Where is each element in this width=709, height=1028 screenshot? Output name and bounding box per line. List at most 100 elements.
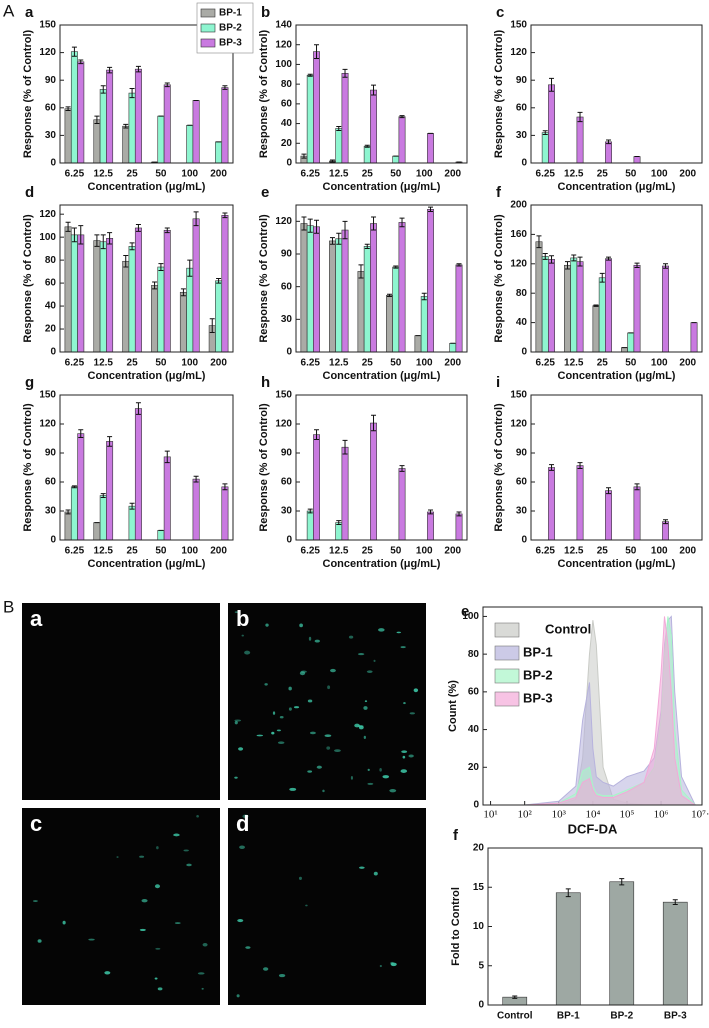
error-bar xyxy=(123,123,129,129)
cell-speck xyxy=(316,765,322,769)
cell-speck xyxy=(173,833,180,837)
y-tick-label: 80 xyxy=(516,288,528,299)
y-tick-label: 40 xyxy=(281,118,293,129)
error-bar xyxy=(549,464,555,471)
cell-speck xyxy=(141,899,148,903)
x-tick-label: 10⁵ xyxy=(620,809,635,821)
y-axis-label: Response (% of Control) xyxy=(258,214,270,343)
bar xyxy=(414,335,422,353)
x-tick-label: 25 xyxy=(127,169,139,180)
cell-speck xyxy=(309,731,316,735)
cell-speck xyxy=(201,987,204,990)
error-bar xyxy=(364,144,370,148)
bar xyxy=(192,100,200,164)
x-tick-label: 200 xyxy=(679,358,696,369)
y-tick-label: 200 xyxy=(510,200,527,211)
cell-speck xyxy=(358,725,364,730)
error-bar xyxy=(542,130,548,135)
y-axis-label: Response (% of Control) xyxy=(493,214,505,343)
bar xyxy=(633,486,641,541)
legend-swatch xyxy=(200,23,216,33)
y-tick-label: 90 xyxy=(45,75,57,86)
error-bar xyxy=(301,216,307,231)
cell-speck xyxy=(359,866,365,869)
x-tick-label: 10¹ xyxy=(483,809,497,821)
bar xyxy=(157,530,165,541)
bar xyxy=(341,229,349,353)
cell-speck xyxy=(278,973,286,978)
x-tick-label: 25 xyxy=(362,169,374,180)
cell-speck xyxy=(62,920,66,925)
cell-speck xyxy=(197,972,205,975)
cell-speck xyxy=(289,787,297,791)
y-tick-label: 60 xyxy=(281,98,293,109)
legend-swatch xyxy=(494,622,520,638)
error-bar xyxy=(65,509,71,515)
error-bar xyxy=(193,211,199,227)
x-axis-label: DCF-DA xyxy=(568,821,618,836)
bar xyxy=(93,522,101,541)
cell-speck xyxy=(242,814,249,819)
bar xyxy=(99,89,107,164)
error-bar xyxy=(78,59,84,65)
x-tick-label: 100 xyxy=(181,546,198,557)
bar xyxy=(163,456,171,541)
y-tick-label: 20 xyxy=(281,138,293,149)
bar xyxy=(157,115,165,164)
bar xyxy=(313,226,320,353)
error-bar xyxy=(672,899,678,906)
y-tick-label: 90 xyxy=(281,448,293,459)
bar xyxy=(398,116,406,164)
bar xyxy=(128,92,136,164)
cell-speck xyxy=(367,768,370,772)
x-tick-label: 200 xyxy=(210,358,227,369)
x-tick-label: 200 xyxy=(210,546,227,557)
x-tick-label: 6.25 xyxy=(536,358,556,369)
y-tick-label: 0 xyxy=(521,535,527,546)
bar xyxy=(398,222,406,353)
cell-speck xyxy=(379,768,382,772)
cell-speck xyxy=(308,636,312,641)
error-bar xyxy=(606,256,612,261)
y-tick-label: 40 xyxy=(468,724,480,735)
x-tick-label: 25 xyxy=(127,358,139,369)
y-tick-label: 15 xyxy=(473,882,485,893)
error-bar xyxy=(571,254,577,262)
cell-speck xyxy=(299,623,303,628)
cell-speck xyxy=(403,702,406,705)
error-bar xyxy=(342,68,348,78)
bar xyxy=(106,69,114,164)
error-bar xyxy=(371,216,377,231)
cell-speck xyxy=(271,731,275,735)
bar xyxy=(455,513,463,541)
cell-speck xyxy=(237,918,244,923)
cell-speck xyxy=(324,734,332,737)
y-tick-label: 30 xyxy=(45,506,57,517)
y-tick-label: 100 xyxy=(39,232,56,243)
bar xyxy=(70,51,78,164)
cell-speck xyxy=(401,750,408,754)
bar xyxy=(592,305,600,353)
y-tick-label: 120 xyxy=(39,47,56,58)
plot-frame xyxy=(295,24,468,164)
bar xyxy=(134,227,142,353)
cell-speck xyxy=(186,863,192,867)
y-tick-label: 0 xyxy=(521,347,527,358)
error-bar xyxy=(336,520,342,526)
bar xyxy=(370,422,377,541)
cell-speck xyxy=(236,994,240,998)
y-tick-label: 150 xyxy=(510,20,527,31)
legend-label: BP-2 xyxy=(523,667,553,682)
cell-speck xyxy=(357,653,365,656)
plot-frame xyxy=(530,24,703,164)
y-tick-label: 0 xyxy=(50,158,56,169)
cell-speck xyxy=(326,746,331,750)
cell-speck xyxy=(382,775,390,779)
y-tick-label: 90 xyxy=(45,448,57,459)
y-axis-label: Fold to Control xyxy=(450,887,462,966)
y-tick-label: 90 xyxy=(281,249,293,260)
error-bar xyxy=(512,995,518,999)
y-tick-label: 60 xyxy=(516,102,528,113)
panel-label: e xyxy=(461,603,469,620)
x-tick-label: 12.5 xyxy=(564,169,584,180)
